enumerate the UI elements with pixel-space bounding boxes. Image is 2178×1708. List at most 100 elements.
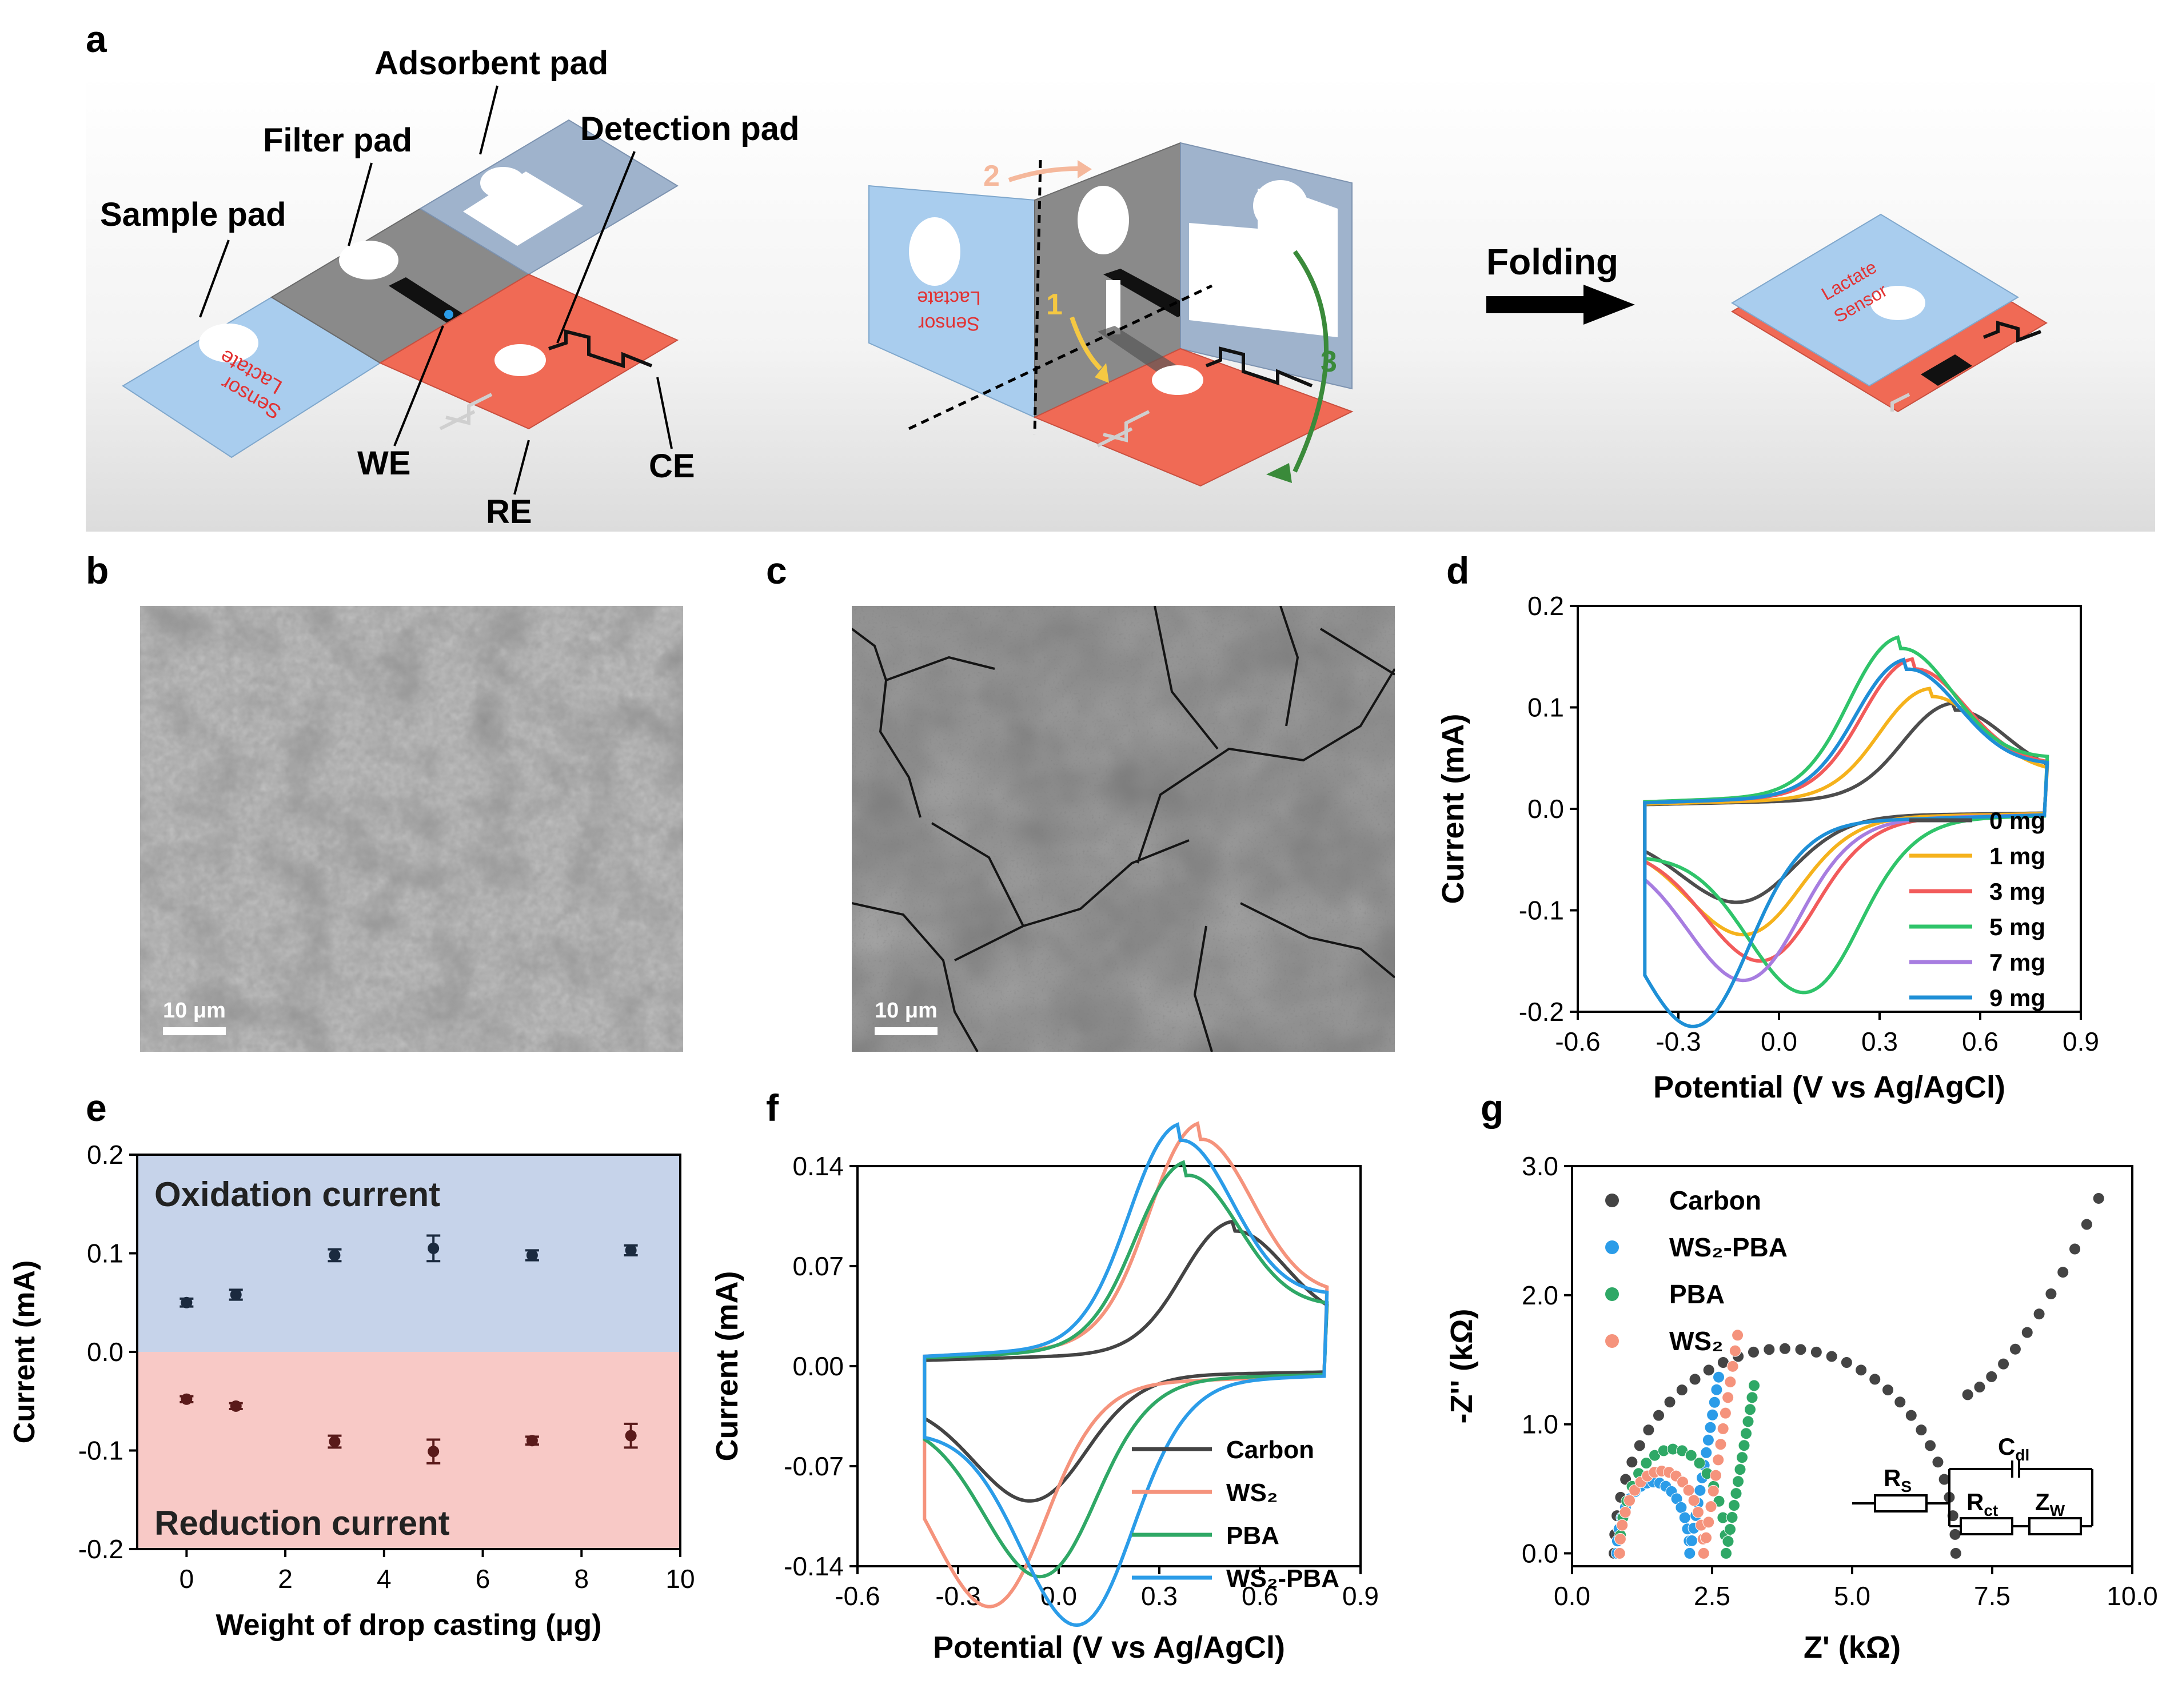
nyquist-point [1726, 1360, 1739, 1372]
y-tick-label: 0.0 [1527, 794, 1564, 824]
sem-b-scale-bar [163, 1027, 226, 1035]
label-detection-pad: Detection pad [580, 110, 800, 147]
filter-pad-hole [339, 241, 398, 280]
legend-marker [1605, 1240, 1619, 1254]
nyquist-point [1720, 1547, 1732, 1559]
y-tick-label: 2.0 [1522, 1280, 1558, 1310]
circuit-label-rct-main: R [1966, 1488, 1984, 1515]
circuit-label-rct: Rct [1966, 1488, 1998, 1519]
nyquist-point [1685, 1449, 1697, 1462]
fold-arrow-2 [1008, 166, 1078, 182]
nyquist-point [1685, 1534, 1698, 1547]
fold-adsorbent-cutout [1189, 189, 1338, 337]
nyquist-point [1707, 1484, 1720, 1497]
fold-arrow-1-head [1095, 363, 1109, 383]
y-tick-label: -0.1 [1519, 896, 1564, 925]
leader-ce [656, 377, 673, 449]
data-point [625, 1430, 637, 1442]
circuit-zw [2028, 1517, 2082, 1535]
legend-label: 0 mg [1989, 807, 2045, 834]
fold-sample-text-1: Lactate [917, 287, 981, 309]
label-sample-pad: Sample pad [100, 196, 286, 233]
folded-we-tab [1921, 354, 1972, 386]
x-tick-label: 0.9 [2063, 1027, 2099, 1056]
fold-arrow-3 [1293, 250, 1329, 473]
panel-label-b: b [86, 549, 109, 592]
y-tick-label: 0.1 [87, 1239, 123, 1268]
x-tick-label: 2.5 [1694, 1581, 1730, 1611]
y-tick-label: 0.2 [87, 1140, 123, 1170]
nyquist-point [1713, 1371, 1725, 1383]
nyquist-point [1694, 1484, 1706, 1497]
nyquist-point [1702, 1364, 1715, 1376]
x-tick-label: 0.6 [1962, 1027, 1999, 1056]
nyquist-point [1642, 1424, 1655, 1436]
legend-label: WS₂ [1226, 1479, 1278, 1507]
nyquist-point [1734, 1463, 1746, 1476]
folded-top-hole [1870, 286, 1925, 320]
nyquist-point [2033, 1308, 2045, 1320]
legend-label: 5 mg [1989, 913, 2045, 940]
nyquist-point [1704, 1421, 1717, 1434]
chart-e: Oxidation current Reduction current 0 2 4 6… [8, 1140, 695, 1642]
chart-f-xlabel: Potential (V vs Ag/AgCl) [933, 1630, 1285, 1665]
counter-electrode-trace [548, 329, 653, 369]
nyquist-point [1924, 1439, 1937, 1452]
x-tick-label: 4 [377, 1564, 392, 1594]
data-point [329, 1435, 341, 1447]
y-tick-label: 0.14 [792, 1151, 844, 1181]
chart-d-xlabel: Potential (V vs Ag/AgCl) [1653, 1070, 2005, 1104]
fold-ce-trace [1205, 346, 1313, 388]
chart-f: -0.6 -0.3 0.0 0.3 0.6 0.9-0.14-0.070.000.070.… [710, 1121, 1379, 1665]
nyquist-point [1629, 1484, 1641, 1497]
nyquist-point [1732, 1475, 1744, 1488]
circuit-rct [1960, 1517, 2013, 1535]
circuit-label-zw-sub: W [2050, 1502, 2065, 1519]
nyquist-point [1705, 1501, 1717, 1513]
legend-marker [1605, 1194, 1619, 1207]
y-tick-label: -0.2 [1519, 997, 1564, 1027]
nyquist-point [1728, 1499, 1740, 1512]
x-tick-label: 10.0 [2107, 1581, 2158, 1611]
legend-label: 3 mg [1989, 878, 2045, 905]
panel-label-f: f [766, 1087, 779, 1129]
chart-g-points [1608, 1192, 2105, 1559]
nyquist-point [1722, 1535, 1734, 1547]
x-tick-label: 5.0 [1834, 1581, 1870, 1611]
leader-adsorbent [479, 85, 498, 155]
nyquist-point [1973, 1381, 1986, 1394]
chart-g-ticks: 0.0 2.5 5.0 7.5 10.0 0.0 1.0 2.0 3.0 [1522, 1151, 2158, 1611]
legend-label: WS₂-PBA [1226, 1565, 1339, 1593]
sem-b-scale-label: 10 μm [163, 999, 226, 1023]
y-tick-label: -0.14 [784, 1551, 844, 1581]
chart-g-xlabel: Z' (kΩ) [1804, 1630, 1901, 1665]
legend-label: WS₂-PBA [1669, 1232, 1788, 1262]
sem-image-b: 10 μm [140, 606, 683, 1052]
nyquist-point [1747, 1346, 1760, 1358]
nyquist-point [1688, 1494, 1700, 1507]
chart-f-ticks: -0.6 -0.3 0.0 0.3 0.6 0.9-0.14-0.070.000.070.… [784, 1151, 1379, 1611]
nyquist-point [1677, 1476, 1689, 1488]
label-we: WE [357, 445, 410, 482]
nyquist-point [2021, 1326, 2033, 1339]
x-tick-label: 6 [476, 1564, 490, 1594]
nyquist-point [1678, 1511, 1691, 1524]
x-tick-label: 0.3 [1861, 1027, 1898, 1056]
x-tick-label: -0.6 [1555, 1027, 1600, 1056]
nyquist-point [1961, 1388, 1974, 1401]
nyquist-point [1738, 1439, 1750, 1452]
nyquist-point [1682, 1484, 1695, 1497]
circuit-label-cdl: Cdl [1998, 1433, 2029, 1464]
nyquist-point [1794, 1343, 1807, 1356]
fold-step-2: 2 [983, 159, 1000, 193]
y-tick-label: 0.00 [792, 1351, 844, 1381]
legend-label: Carbon [1226, 1436, 1314, 1464]
nyquist-point [1763, 1343, 1776, 1356]
nyquist-point [1997, 1358, 2010, 1370]
nyquist-point [2092, 1192, 2105, 1204]
circuit-label-rct-sub: ct [1984, 1502, 1998, 1519]
nyquist-point [1932, 1456, 1944, 1468]
legend-label: 1 mg [1989, 843, 2045, 869]
nyquist-point [1915, 1424, 1928, 1436]
x-tick-label: 0.3 [1141, 1581, 1178, 1611]
